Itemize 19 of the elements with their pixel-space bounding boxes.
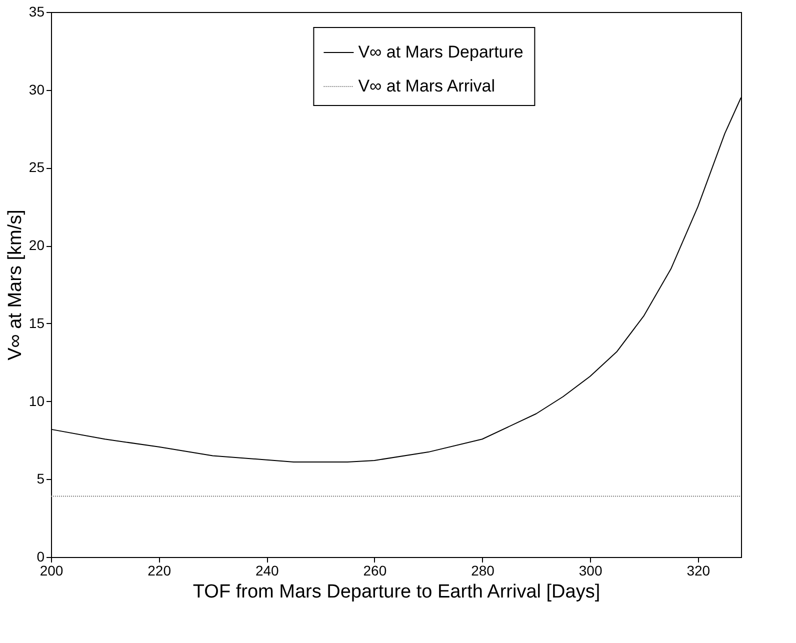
y-axis-title: V∞ at Mars [km/s]: [4, 210, 26, 360]
x-tick-label: 320: [686, 562, 710, 578]
x-tick-label: 200: [40, 562, 64, 578]
x-tick-label: 260: [363, 562, 387, 578]
y-tick-label: 5: [36, 470, 45, 487]
x-tick-label: 300: [578, 562, 602, 578]
y-tick-label: 0: [36, 548, 45, 564]
y-tick-label: 25: [28, 159, 45, 176]
x-tick-label: 220: [148, 562, 172, 578]
x-tick-label: 280: [471, 562, 495, 578]
y-tick-label: 30: [28, 81, 45, 98]
legend-label: V∞ at Mars Departure: [358, 42, 524, 62]
y-tick-label: 15: [28, 314, 45, 331]
y-tick-label: 35: [28, 4, 45, 20]
y-tick-label: 10: [28, 392, 45, 409]
y-tick-label: 20: [28, 237, 45, 254]
x-tick-label: 240: [255, 562, 280, 578]
legend-label: V∞ at Mars Arrival: [358, 76, 496, 96]
x-axis-title: TOF from Mars Departure to Earth Arrival [Days]: [192, 582, 600, 602]
